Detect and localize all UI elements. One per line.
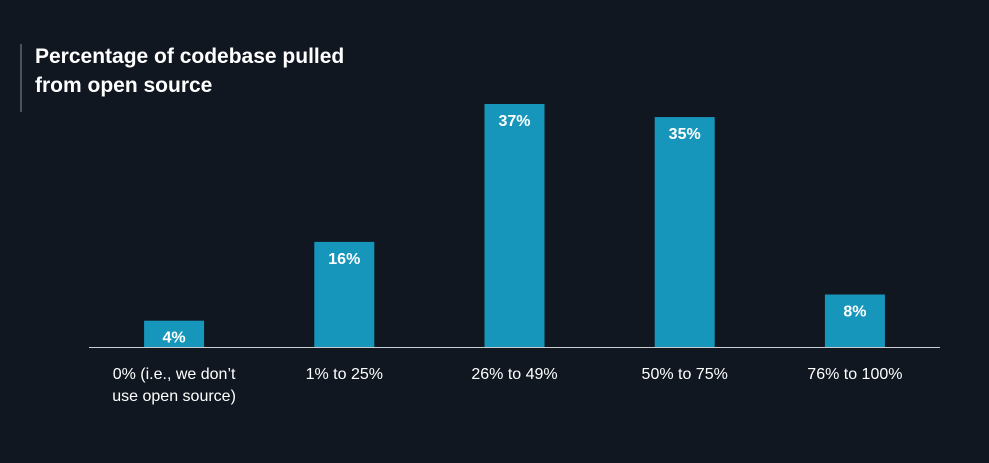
data-label-2: 16%: [328, 251, 360, 268]
chart-title-line-2: from open source: [35, 74, 213, 97]
x-tick-label-2: 1% to 25%: [306, 366, 383, 383]
data-label-3: 37%: [498, 113, 530, 130]
bar-3: [484, 104, 545, 347]
data-label-1: 4%: [163, 330, 186, 347]
bars-group: [144, 104, 885, 347]
bar-2: [314, 241, 375, 347]
bar-4: [654, 117, 715, 347]
chart-title: Percentage of codebase pulled from open …: [35, 42, 455, 100]
x-tick-label-4: 50% to 75%: [642, 366, 728, 383]
bar-5: [824, 294, 885, 347]
x-tick-label-1-line-1: 0% (i.e., we don’t: [113, 366, 236, 383]
data-label-5: 8%: [843, 304, 866, 321]
data-label-4: 35%: [669, 126, 701, 143]
title-accent-rule: [20, 44, 22, 112]
x-tick-label-1-line-2: use open source): [112, 388, 236, 405]
x-tick-labels-group: 0% (i.e., we don’t use open source) 1% to …: [112, 366, 902, 405]
x-tick-label-5: 76% to 100%: [807, 366, 902, 383]
bar-1: [144, 320, 205, 347]
data-labels-group: 4% 16% 37% 35% 8%: [163, 113, 867, 347]
x-tick-label-3: 26% to 49%: [471, 366, 557, 383]
chart-title-line-1: Percentage of codebase pulled: [35, 45, 345, 68]
